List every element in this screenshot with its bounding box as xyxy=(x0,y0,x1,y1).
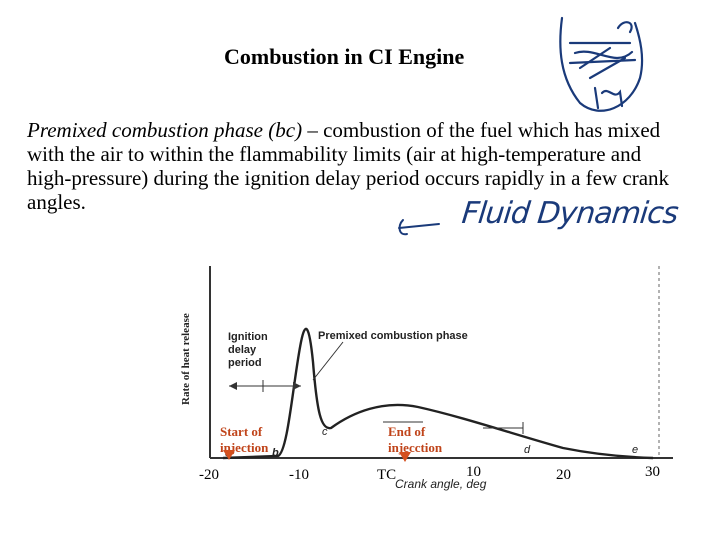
body-italic: Premixed combustion phase (bc) xyxy=(27,118,303,142)
end-injection-arrow-icon xyxy=(399,452,411,462)
tick-10: 10 xyxy=(466,464,481,480)
y-axis-label: Rate of heat release xyxy=(180,313,192,405)
handwritten-note: Fluid Dynamics xyxy=(460,196,680,231)
point-d-label: d xyxy=(524,444,531,456)
premixed-phase-label: Premixed combustion phase xyxy=(318,330,468,342)
tick-20: 20 xyxy=(556,467,571,483)
body-rest: – combustion of the fuel which has mixed… xyxy=(27,118,670,214)
handwritten-arrow-icon xyxy=(398,219,440,236)
slide-title: Combustion in CI Engine xyxy=(224,44,465,69)
point-c-label: c xyxy=(322,426,328,438)
tick-tc: TC xyxy=(377,467,397,483)
ignition-delay-label: Ignition delay period xyxy=(228,331,268,369)
x-axis-label: Crank angle, deg xyxy=(395,477,487,491)
heat-release-diagram xyxy=(209,266,673,460)
tick-minus-20: -20 xyxy=(199,467,219,483)
point-e-label: e xyxy=(632,444,639,456)
start-injection-arrow-icon xyxy=(223,450,235,460)
point-b-label: b xyxy=(272,447,279,459)
handwritten-scribble-icon xyxy=(559,16,644,112)
tick-minus-10: -10 xyxy=(289,467,309,483)
tick-30: 30 xyxy=(645,464,660,480)
slide-body: Premixed combustion phase (bc) – combust… xyxy=(27,118,687,214)
end-of-injection-label: End of injecction xyxy=(388,424,443,455)
